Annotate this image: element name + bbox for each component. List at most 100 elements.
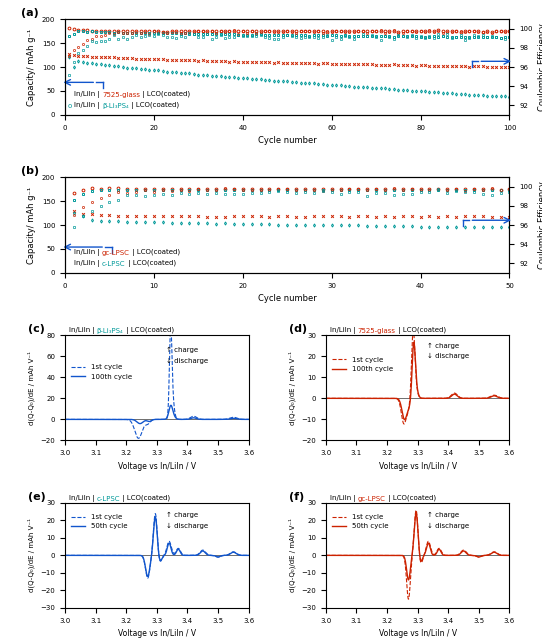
100th cycle [167,401,174,409]
1st cycle [506,552,513,559]
50th cycle [124,552,130,559]
1st cycle [145,574,151,582]
Text: | LCO(coated): | LCO(coated) [126,260,176,267]
50th cycle [402,558,409,566]
Text: c-LPSC: c-LPSC [102,261,126,267]
100th cycle [162,415,169,423]
1st cycle [347,394,353,402]
100th cycle [158,415,165,423]
Line: 50th cycle: 50th cycle [65,517,249,577]
50th cycle [353,552,360,559]
100th cycle [411,339,417,346]
X-axis label: Cycle number: Cycle number [258,294,317,303]
Text: ↑ charge: ↑ charge [427,513,459,518]
Legend: 1st cycle, 50th cycle: 1st cycle, 50th cycle [330,511,391,532]
Line: 1st cycle: 1st cycle [326,510,509,599]
Text: gc-LPSC: gc-LPSC [358,496,385,502]
Text: In/LiIn |: In/LiIn | [330,495,358,502]
Text: ↑ charge: ↑ charge [166,347,198,353]
Text: | LCO(coated): | LCO(coated) [140,91,190,98]
1st cycle [347,552,353,559]
Text: ↓ discharge: ↓ discharge [166,523,208,529]
Text: In/LiIn |: In/LiIn | [74,102,102,109]
Text: | LCO(coated): | LCO(coated) [120,495,171,502]
1st cycle [86,415,93,423]
50th cycle [347,552,353,559]
Text: o: o [67,103,72,109]
50th cycle [152,513,158,521]
100th cycle [62,415,68,423]
1st cycle [353,394,360,402]
100th cycle [124,415,130,423]
Line: 100th cycle: 100th cycle [326,342,509,420]
Text: ↓ discharge: ↓ discharge [427,353,469,359]
1st cycle [246,552,252,559]
Text: c-LPSC: c-LPSC [97,496,120,502]
1st cycle [62,415,68,423]
100th cycle [420,394,426,402]
1st cycle [506,394,513,402]
Text: β-Li₃PS₄: β-Li₃PS₄ [97,328,124,334]
1st cycle [86,552,93,559]
Y-axis label: Coulombic Efficiency: Coulombic Efficiency [538,23,542,111]
1st cycle [159,556,165,563]
Text: (a): (a) [21,8,38,19]
100th cycle [423,394,430,402]
1st cycle [141,422,148,429]
100th cycle [401,416,408,424]
50th cycle [159,555,165,563]
100th cycle [141,417,148,425]
1st cycle [384,552,391,559]
50th cycle [163,550,169,557]
1st cycle [384,394,391,402]
Text: ↑ charge: ↑ charge [166,513,198,518]
Text: (c): (c) [28,324,45,334]
100th cycle [137,420,143,428]
X-axis label: Voltage vs In/LiIn / V: Voltage vs In/LiIn / V [379,461,457,470]
Y-axis label: Capacity/ mAh g⁻¹: Capacity/ mAh g⁻¹ [27,186,36,264]
Text: (e): (e) [28,492,46,502]
Text: β-Li₃PS₄: β-Li₃PS₄ [102,103,129,109]
1st cycle [162,415,169,423]
Line: 100th cycle: 100th cycle [65,405,249,424]
Text: In/LiIn |: In/LiIn | [74,260,102,267]
Line: 1st cycle: 1st cycle [65,325,249,438]
Text: | LCO(coated): | LCO(coated) [396,327,446,334]
100th cycle [506,394,513,402]
Y-axis label: d(Q-Q₀)/dE / mAh V⁻¹: d(Q-Q₀)/dE / mAh V⁻¹ [288,518,296,592]
Y-axis label: d(Q-Q₀)/dE / mAh V⁻¹: d(Q-Q₀)/dE / mAh V⁻¹ [28,351,35,425]
1st cycle [405,595,412,603]
1st cycle [163,548,169,556]
1st cycle [401,420,407,428]
Y-axis label: d(Q-Q₀)/dE / mAh V⁻¹: d(Q-Q₀)/dE / mAh V⁻¹ [28,518,35,592]
1st cycle [423,394,430,402]
1st cycle [152,510,158,518]
Y-axis label: d(Q-Q₀)/dE / mAh V⁻¹: d(Q-Q₀)/dE / mAh V⁻¹ [288,351,296,425]
X-axis label: Voltage vs In/LiIn / V: Voltage vs In/LiIn / V [118,461,196,470]
Text: ↓ discharge: ↓ discharge [427,523,469,529]
1st cycle [93,415,99,423]
100th cycle [86,415,93,423]
Text: ↑ charge: ↑ charge [427,342,459,349]
Line: 1st cycle: 1st cycle [326,328,509,424]
100th cycle [322,394,329,402]
1st cycle [402,563,409,571]
Text: (f): (f) [289,492,305,502]
100th cycle [353,394,360,402]
Line: 1st cycle: 1st cycle [65,514,249,578]
Text: (b): (b) [21,166,38,176]
1st cycle [246,415,252,423]
Line: 50th cycle: 50th cycle [326,513,509,580]
Text: gc-LPSC: gc-LPSC [102,250,130,255]
100th cycle [384,394,391,402]
1st cycle [93,552,99,559]
1st cycle [136,435,142,442]
50th cycle [86,552,93,559]
Text: | LCO(coated): | LCO(coated) [130,249,180,255]
1st cycle [413,506,420,514]
50th cycle [246,552,252,559]
Text: ↓ discharge: ↓ discharge [166,357,208,364]
50th cycle [145,573,151,580]
Text: In/LiIn |: In/LiIn | [74,249,102,255]
1st cycle [124,416,130,424]
